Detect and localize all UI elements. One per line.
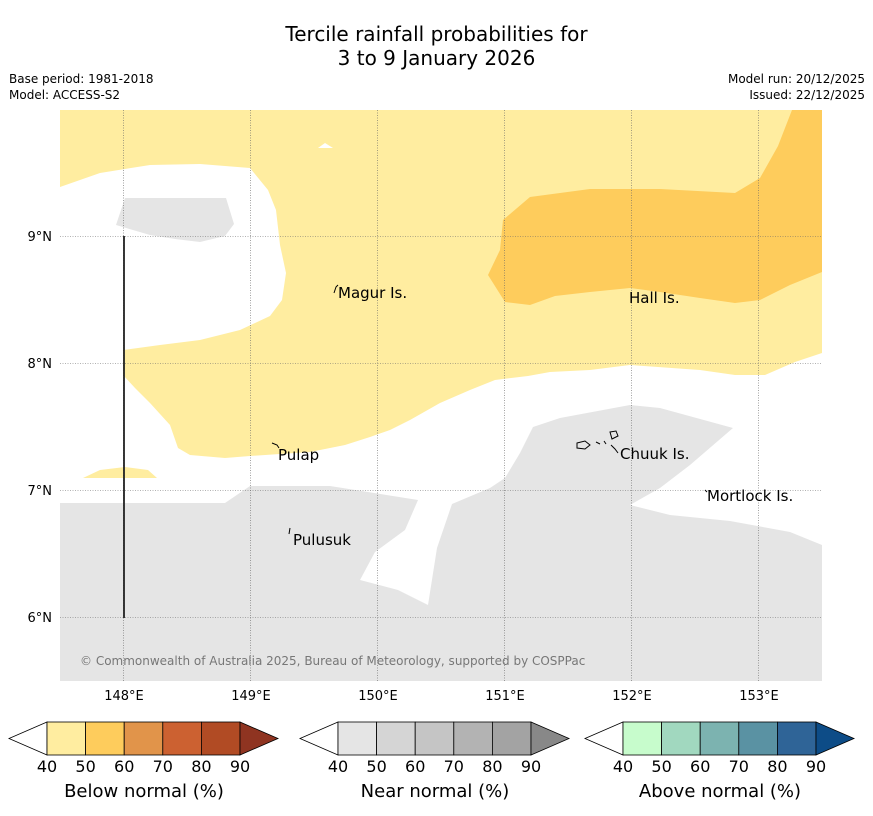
pulusuk-island-shape [288,527,291,535]
copyright-notice: © Commonwealth of Australia 2025, Bureau… [80,654,585,668]
legend-extend-low [583,721,624,756]
model-name: Model: ACCESS-S2 [9,88,121,102]
legend-below-normal: 40 50 60 70 80 90 [7,721,280,776]
legend-tick-label: 60 [690,757,710,776]
chart-title: Tercile rainfall probabilities for 3 to … [0,22,873,70]
legend-tick-label: 70 [729,757,749,776]
place-label-pulusuk: Pulusuk [293,531,351,549]
legend-extend-low [7,721,48,756]
place-label-chuuk: Chuuk Is. [620,445,689,463]
x-tick-label: 149°E [231,689,271,704]
y-tick-label: 6°N [28,611,53,626]
legend-swatch [337,721,377,756]
legend-swatch [738,721,778,756]
title-line-2: 3 to 9 January 2026 [337,46,536,70]
graticule [60,110,822,681]
place-label-mortlock: Mortlock Is. [707,487,793,505]
legend-tick-label: 50 [366,757,386,776]
legend-tick-label: 60 [405,757,425,776]
meta-left: Base period: 1981-2018 Model: ACCESS-S2 [9,71,154,103]
legend-above-normal: 40 50 60 70 80 90 [583,721,856,776]
legend-swatch [622,721,662,756]
legend-extend-high [530,721,571,756]
legend-swatch [661,721,701,756]
meta-right: Model run: 20/12/2025 Issued: 22/12/2025 [728,71,865,103]
below-normal-40-blob [83,467,157,478]
legend-swatch [162,721,202,756]
issued-date: Issued: 22/12/2025 [749,88,865,102]
legend-tick-label: 80 [191,757,211,776]
legend-swatch [376,721,416,756]
x-tick-label: 151°E [485,689,525,704]
legend-tick-label: 70 [153,757,173,776]
map-plot-area: Magur Is. Hall Is. Pulap Chuuk Is. Mortl… [60,110,822,681]
legend-swatch [85,721,125,756]
x-tick-label: 150°E [358,689,398,704]
model-run: Model run: 20/12/2025 [727,72,865,86]
legend-swatch [453,721,493,756]
magur-island-shape [333,284,339,294]
legend-swatch [200,721,241,756]
legend-tick-label: 50 [651,757,671,776]
legend-swatch [777,721,817,756]
near-normal-region-north [116,198,234,242]
legend-swatch [699,721,740,756]
place-label-pulap: Pulap [278,446,319,464]
base-period: Base period: 1981-2018 [9,72,154,86]
mortlock-island-shape [704,489,708,493]
legend-tick-label: 90 [806,757,826,776]
legend-tick-label: 60 [114,757,134,776]
legend-near-normal: 40 50 60 70 80 90 [298,721,571,776]
x-tick-label: 148°E [104,689,144,704]
legend-tick-label: 50 [75,757,95,776]
y-tick-label: 9°N [28,230,53,245]
legend-extend-low [298,721,339,756]
place-label-magur: Magur Is. [338,284,407,302]
y-tick-label: 8°N [28,357,53,372]
legend-tick-label: 40 [37,757,57,776]
legend-tick-label: 70 [444,757,464,776]
place-label-hall: Hall Is. [629,289,680,307]
legend-extend-high [815,721,856,756]
legend-swatch [414,721,455,756]
legend-label-below: Below normal (%) [64,781,224,802]
y-tick-label: 7°N [28,484,53,499]
y-axis-ticks: 9°N 8°N 7°N 6°N [28,230,53,626]
x-axis-ticks: 148°E 149°E 150°E 151°E 152°E 153°E [104,689,779,704]
legend-label-above: Above normal (%) [638,781,802,802]
below-normal-50-region [488,110,822,305]
place-labels: Magur Is. Hall Is. Pulap Chuuk Is. Mortl… [278,284,793,549]
pulap-island-shape [271,442,280,449]
legend-tick-label: 90 [230,757,250,776]
legend-swatch [491,721,532,756]
near-normal-region-south [60,405,822,681]
chuuk-lagoon-shape [576,430,619,454]
legend-tick-label: 40 [328,757,348,776]
legend-swatch [123,721,164,756]
legend-extend-high [239,721,280,756]
islands [271,284,708,535]
legend-tick-label: 80 [767,757,787,776]
legend-tick-label: 40 [613,757,633,776]
x-tick-label: 152°E [612,689,652,704]
legend-label-near: Near normal (%) [360,781,510,802]
title-line-1: Tercile rainfall probabilities for [285,22,588,46]
x-tick-label: 153°E [739,689,779,704]
legend-swatch [46,721,86,756]
below-normal-gap [318,143,333,148]
legend-tick-label: 80 [482,757,502,776]
legend-tick-label: 90 [521,757,541,776]
